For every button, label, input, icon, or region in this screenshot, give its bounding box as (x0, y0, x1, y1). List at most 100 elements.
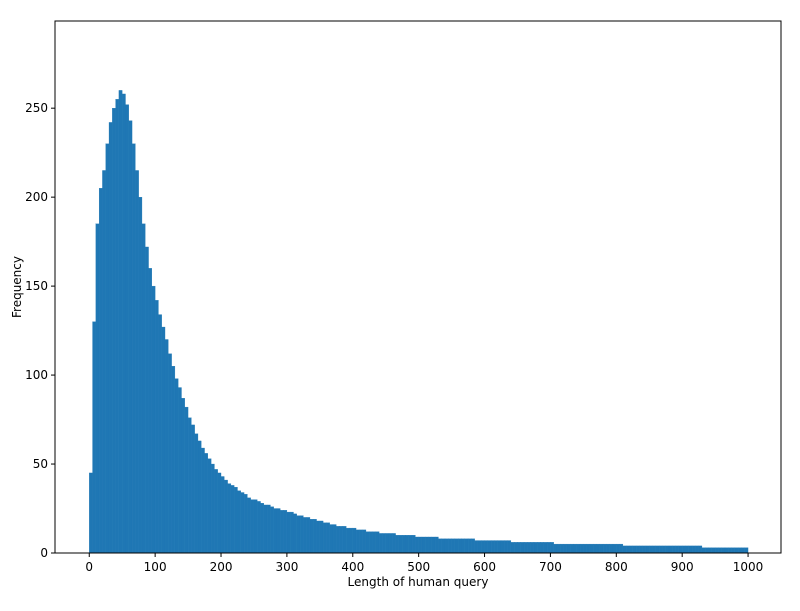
bar (273, 508, 278, 554)
x-tick-label: 400 (341, 560, 364, 574)
bar (266, 504, 271, 554)
bar (655, 545, 660, 554)
bar (454, 538, 459, 554)
bar (375, 531, 380, 554)
bar (405, 535, 409, 554)
x-tick-label: 200 (210, 560, 233, 574)
bar (517, 542, 521, 554)
bar (504, 540, 508, 554)
bar (530, 542, 535, 554)
bar (118, 90, 123, 554)
bar (263, 504, 268, 554)
bar (395, 535, 400, 554)
bar (207, 458, 212, 554)
bar (332, 524, 337, 554)
bar (234, 487, 238, 554)
bar (197, 440, 202, 554)
bar (270, 506, 274, 554)
x-tick-label: 100 (144, 560, 167, 574)
bar (388, 533, 393, 554)
bar (484, 540, 488, 554)
bar (181, 398, 185, 554)
bar (576, 543, 581, 554)
bar (626, 545, 630, 554)
bar (741, 547, 745, 554)
bar (92, 321, 96, 554)
bar (220, 476, 225, 554)
bar (243, 494, 248, 554)
x-tick-label: 900 (671, 560, 694, 574)
bar (230, 485, 235, 554)
bar (184, 406, 189, 554)
y-axis-label: Frequency (10, 256, 24, 318)
x-tick-label: 1000 (733, 560, 764, 574)
bar (138, 196, 143, 554)
bar (210, 463, 215, 554)
bar (487, 540, 492, 554)
bar (178, 387, 182, 554)
bar (299, 515, 304, 554)
bar (392, 533, 396, 554)
bar (579, 543, 584, 554)
bar (714, 547, 719, 554)
bar (629, 545, 633, 554)
bar (329, 524, 334, 554)
bar (474, 540, 479, 554)
bar (599, 543, 604, 554)
bar (632, 545, 637, 554)
bar (494, 540, 498, 554)
bar (586, 543, 591, 554)
y-tick-label: 100 (25, 368, 48, 382)
x-tick-label: 300 (275, 560, 298, 574)
bar (148, 268, 152, 554)
bar (589, 543, 594, 554)
bar (546, 542, 551, 554)
bar (283, 510, 288, 554)
bar (326, 522, 330, 554)
bar (122, 93, 126, 554)
bar (306, 517, 311, 554)
bar (678, 545, 683, 554)
bar (227, 483, 232, 554)
bar (421, 536, 426, 554)
bar (108, 122, 113, 554)
bar (339, 526, 344, 554)
bar (635, 545, 640, 554)
bar (428, 536, 432, 554)
bar (382, 533, 386, 554)
bar (695, 545, 699, 554)
bar (434, 536, 439, 554)
bar (171, 366, 176, 554)
bar (540, 542, 544, 554)
bar (431, 536, 436, 554)
bar (102, 170, 106, 554)
bar (250, 499, 255, 554)
bar (154, 300, 159, 554)
bar (619, 543, 624, 554)
bar (438, 538, 442, 554)
bar (734, 547, 739, 554)
bar (204, 453, 208, 554)
bar (313, 519, 317, 554)
bar (556, 543, 561, 554)
bar (128, 120, 133, 554)
bar (168, 353, 172, 554)
bar (596, 543, 600, 554)
bar (141, 223, 146, 554)
bar (217, 472, 222, 554)
bar (135, 170, 139, 554)
bar (398, 535, 403, 554)
x-tick-label: 800 (605, 560, 628, 574)
bar (194, 433, 199, 554)
bar (105, 143, 110, 554)
bar (520, 542, 525, 554)
bar (514, 542, 518, 554)
bar (500, 540, 505, 554)
bar (359, 529, 363, 554)
bar (724, 547, 729, 554)
bar (191, 424, 195, 554)
bar (402, 535, 406, 554)
bar (352, 527, 357, 554)
bar (378, 533, 383, 554)
